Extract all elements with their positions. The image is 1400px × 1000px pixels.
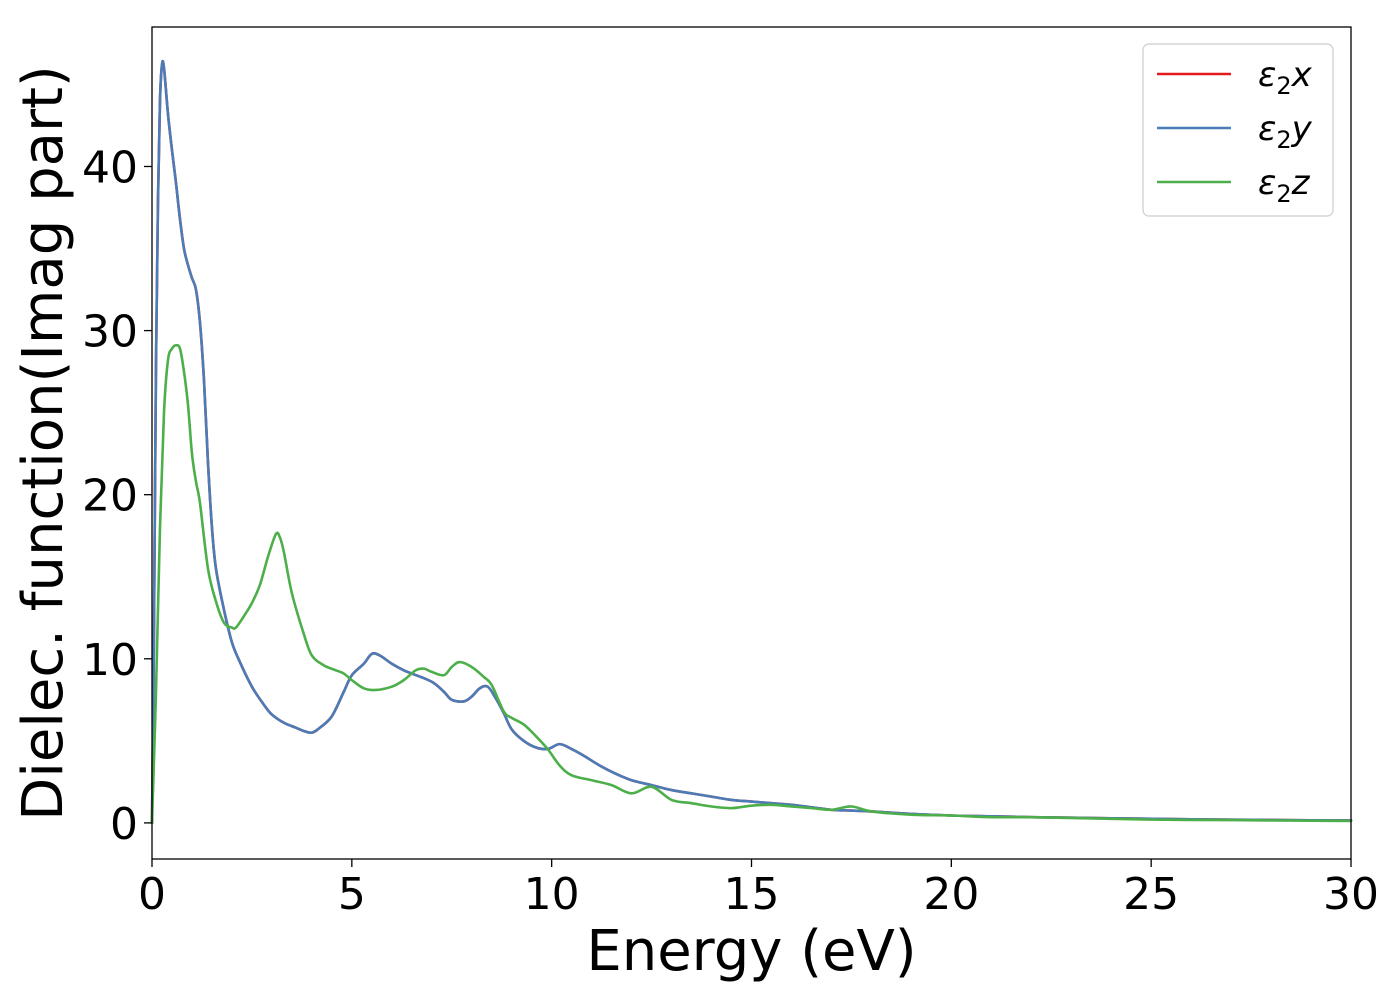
x-tick-label: 0 [138,869,166,920]
x-axis-label: Energy (eV) [586,919,916,984]
legend-label-z: ε2z [1258,163,1311,208]
y-axis-ticks: 0 10 20 30 40 [82,142,152,850]
y-tick-label: 20 [82,471,138,522]
y-tick-label: 40 [82,142,138,193]
series-line-z [150,343,1353,825]
legend-label-x: ε2x [1258,55,1313,100]
x-tick-label: 10 [524,869,580,920]
x-tick-label: 20 [923,869,979,920]
legend-box [1142,43,1334,217]
series-layer [150,59,1353,825]
y-axis-label: Dielec. function(Imag part) [11,65,76,821]
x-axis-ticks: 0 5 10 15 20 25 30 [138,859,1379,920]
legend-label-y: ε2y [1258,109,1313,154]
y-tick-label: 10 [82,635,138,686]
x-tick-label: 5 [338,869,366,920]
y-tick-label: 0 [110,799,138,850]
x-tick-label: 15 [724,869,780,920]
legend-items: ε2x ε2y ε2z [1157,55,1313,208]
x-tick-label: 30 [1323,869,1379,920]
y-tick-label: 30 [82,307,138,358]
legend: ε2x ε2y ε2z [1142,43,1334,217]
x-tick-label: 25 [1123,869,1179,920]
